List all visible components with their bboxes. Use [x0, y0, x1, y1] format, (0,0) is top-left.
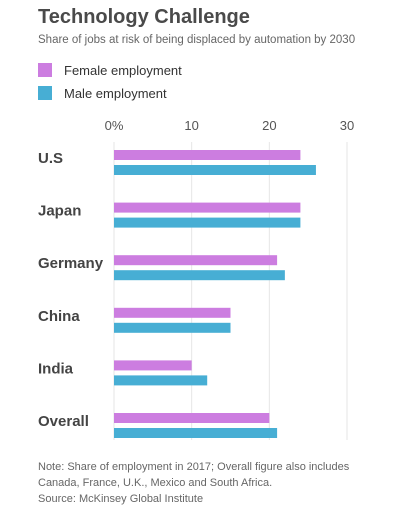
bar-female	[114, 202, 301, 213]
bar-male	[114, 428, 278, 438]
category-label: China	[38, 308, 80, 325]
bar-female	[114, 150, 301, 160]
bar-male	[114, 217, 301, 228]
category-label: Germany	[38, 255, 104, 272]
footnote-source: Source: McKinsey Global Institute	[38, 493, 204, 505]
bar-male	[114, 270, 285, 281]
legend-item-male: Male employment	[38, 85, 182, 101]
footnote: Note: Share of employment in 2017; Overa…	[38, 459, 378, 507]
bar-female	[114, 360, 192, 371]
footnote-note-line-2: Canada, France, U.K., Mexico and South A…	[38, 477, 273, 489]
x-tick-label: 10	[184, 118, 198, 133]
category-label: U.S	[38, 150, 63, 167]
x-tick-label: 0%	[105, 118, 124, 133]
bar-male	[114, 165, 316, 175]
bar-chart: 0% 10 20 30 U.S Japan Germany China India Overall	[38, 118, 354, 440]
legend-label-male: Male employment	[64, 85, 167, 101]
category-label: Overall	[38, 413, 89, 430]
legend-label-female: Female employment	[64, 62, 182, 78]
legend-swatch-female	[38, 63, 52, 77]
bar-male	[114, 322, 231, 333]
bar-female	[114, 307, 231, 318]
category-label: India	[38, 360, 74, 377]
bar-female	[114, 413, 270, 423]
x-tick-label: 20	[262, 118, 276, 133]
footnote-note-line-1: Note: Share of employment in 2017; Overa…	[38, 461, 350, 473]
legend-swatch-male	[38, 86, 52, 100]
chart-subtitle: Share of jobs at risk of being displaced…	[38, 34, 356, 46]
category-label: Japan	[38, 203, 81, 220]
bar-male	[114, 375, 208, 386]
bar-female	[114, 255, 278, 266]
chart-title: Technology Challenge	[38, 6, 250, 28]
legend-item-female: Female employment	[38, 62, 182, 78]
legend: Female employment Male employment	[38, 62, 182, 108]
x-tick-label: 30	[340, 118, 354, 133]
